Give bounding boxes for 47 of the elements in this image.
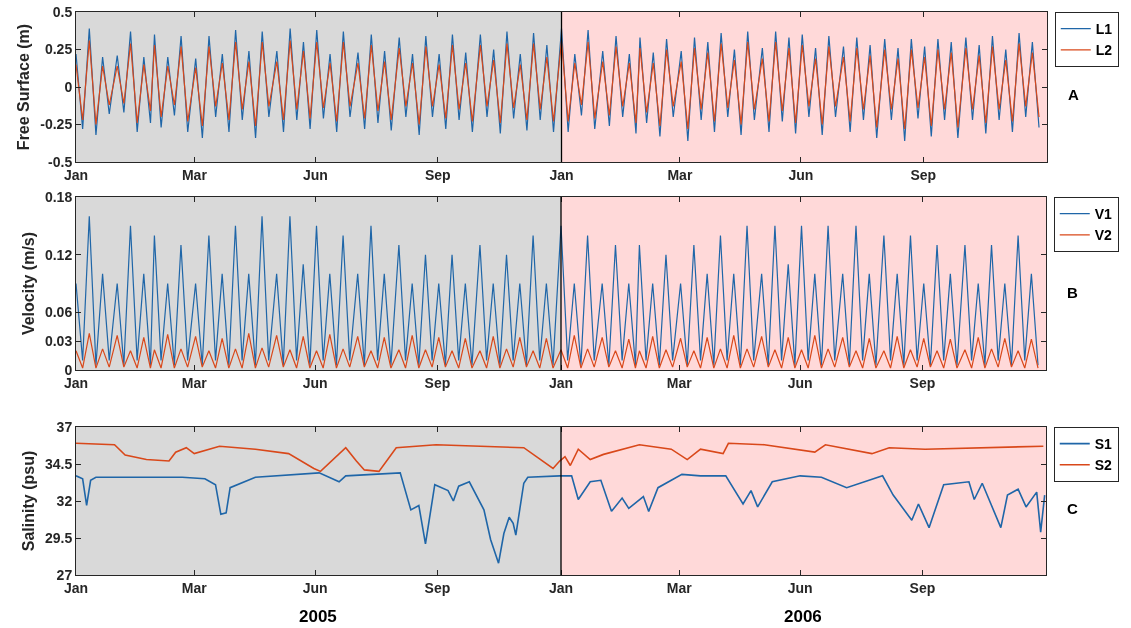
x-tick-label: Jan <box>548 374 574 391</box>
x-tick-label: Jun <box>302 374 328 391</box>
x-tick-label: Sep <box>424 374 451 391</box>
x-tick-label: Sep <box>909 579 936 596</box>
legend-label: V1 <box>1094 206 1113 223</box>
y-tick-label: 0.06 <box>44 304 73 321</box>
y-tick-label: 32 <box>56 492 73 509</box>
x-tick-label: Mar <box>666 374 693 391</box>
y-tick-label: 0.18 <box>44 188 73 205</box>
x-tick-label: Mar <box>666 579 693 596</box>
x-tick-label: Jan <box>549 166 574 183</box>
legend-label: L2 <box>1095 42 1113 59</box>
y-axis-title: Velocity (m/s) <box>19 231 37 336</box>
x-tick-label: Jun <box>788 166 814 183</box>
x-tick-label: Jun <box>787 374 813 391</box>
x-tick-label: Mar <box>181 166 208 183</box>
x-tick-label: Mar <box>181 579 208 596</box>
y-tick-label: 37 <box>56 418 73 435</box>
band-label: 2006 <box>784 607 822 626</box>
x-tick-label: Sep <box>909 374 936 391</box>
legend-label: V2 <box>1094 227 1113 244</box>
y-tick-label: 0.12 <box>44 246 73 263</box>
y-tick-label: 29.5 <box>44 529 73 546</box>
x-tick-label: Mar <box>667 166 693 183</box>
x-tick-label: Jun <box>787 579 813 596</box>
x-tick-label: Sep <box>424 166 451 183</box>
y-tick-label: 34.5 <box>44 455 73 472</box>
y-axis-title: Salinity (psu) <box>19 450 37 552</box>
x-tick-label: Jun <box>302 579 328 596</box>
x-tick-label: Mar <box>181 374 208 391</box>
legend-label: S1 <box>1094 436 1113 453</box>
band-label: 2005 <box>299 607 337 626</box>
y-tick-label: 0.5 <box>52 3 73 20</box>
y-tick-label: 0.25 <box>44 41 73 58</box>
x-tick-label: Sep <box>424 579 451 596</box>
text: A <box>1068 86 1079 103</box>
legend-label: L1 <box>1095 21 1113 38</box>
x-tick-label: Jun <box>302 166 328 183</box>
y-tick-label: 0 <box>64 78 73 95</box>
y-tick-label: -0.25 <box>40 116 73 133</box>
text: B <box>1067 284 1078 301</box>
x-tick-label: Sep <box>910 166 937 183</box>
text: C <box>1067 500 1078 517</box>
y-axis-title: Free Surface (m) <box>15 23 33 151</box>
legend-label: S2 <box>1094 457 1113 474</box>
y-tick-label: 0.03 <box>44 333 73 350</box>
x-tick-label: Jan <box>548 579 574 596</box>
